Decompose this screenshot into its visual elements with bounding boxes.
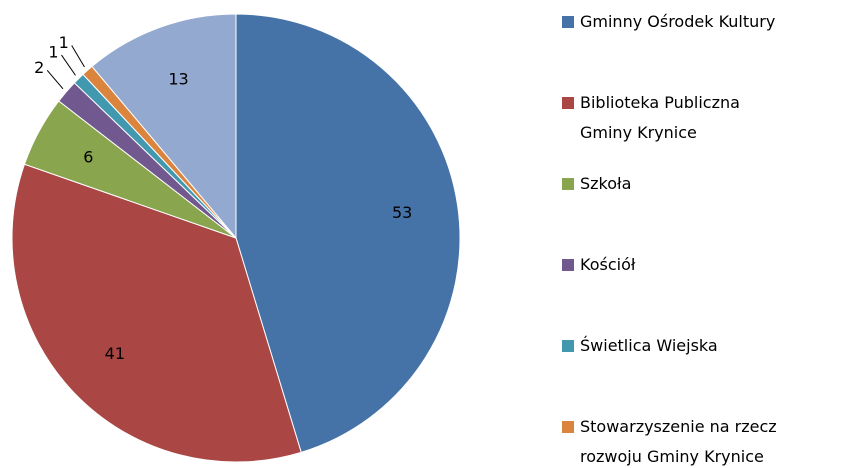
leader-line [71,45,85,68]
legend-entry: Świetlica Wiejska [562,331,718,361]
legend-swatch [562,421,574,433]
legend-swatch [562,16,574,28]
pie-area: 53 41 6 211 13 [11,13,461,463]
leader-line [46,69,64,90]
data-label: 53 [392,203,412,222]
data-label: 1 [59,33,69,52]
data-label: 2 [34,58,44,77]
data-label: 6 [83,147,93,166]
data-label: 1 [48,43,58,62]
legend-label: Szkoła [580,174,632,193]
legend-label: Gminny Ośrodek Kultury [580,12,776,31]
legend-label: Kościół [580,255,636,274]
legend-entry: Gminny Ośrodek Kultury [562,7,775,37]
data-label: 41 [105,344,125,363]
legend-swatch [562,259,574,271]
legend-swatch [562,340,574,352]
legend-entry: Kościół [562,250,635,280]
pie-slice [11,163,302,463]
data-label: 13 [168,70,188,89]
legend-label: Stowarzyszenie na rzecz rozwoju Gminy Kr… [580,417,777,466]
leader-line [61,54,76,76]
legend-swatch [562,178,574,190]
legend-swatch [562,97,574,109]
pie-slice [235,13,461,453]
legend-entry: Stowarzyszenie na rzecz rozwoju Gminy Kr… [562,412,777,468]
legend-label: Świetlica Wiejska [580,336,718,355]
legend-label: Biblioteka Publiczna Gminy Krynice [580,93,740,142]
legend-entry: Biblioteka Publiczna Gminy Krynice [562,88,740,148]
legend-entry: Szkoła [562,169,631,199]
pie-slice [91,13,237,240]
